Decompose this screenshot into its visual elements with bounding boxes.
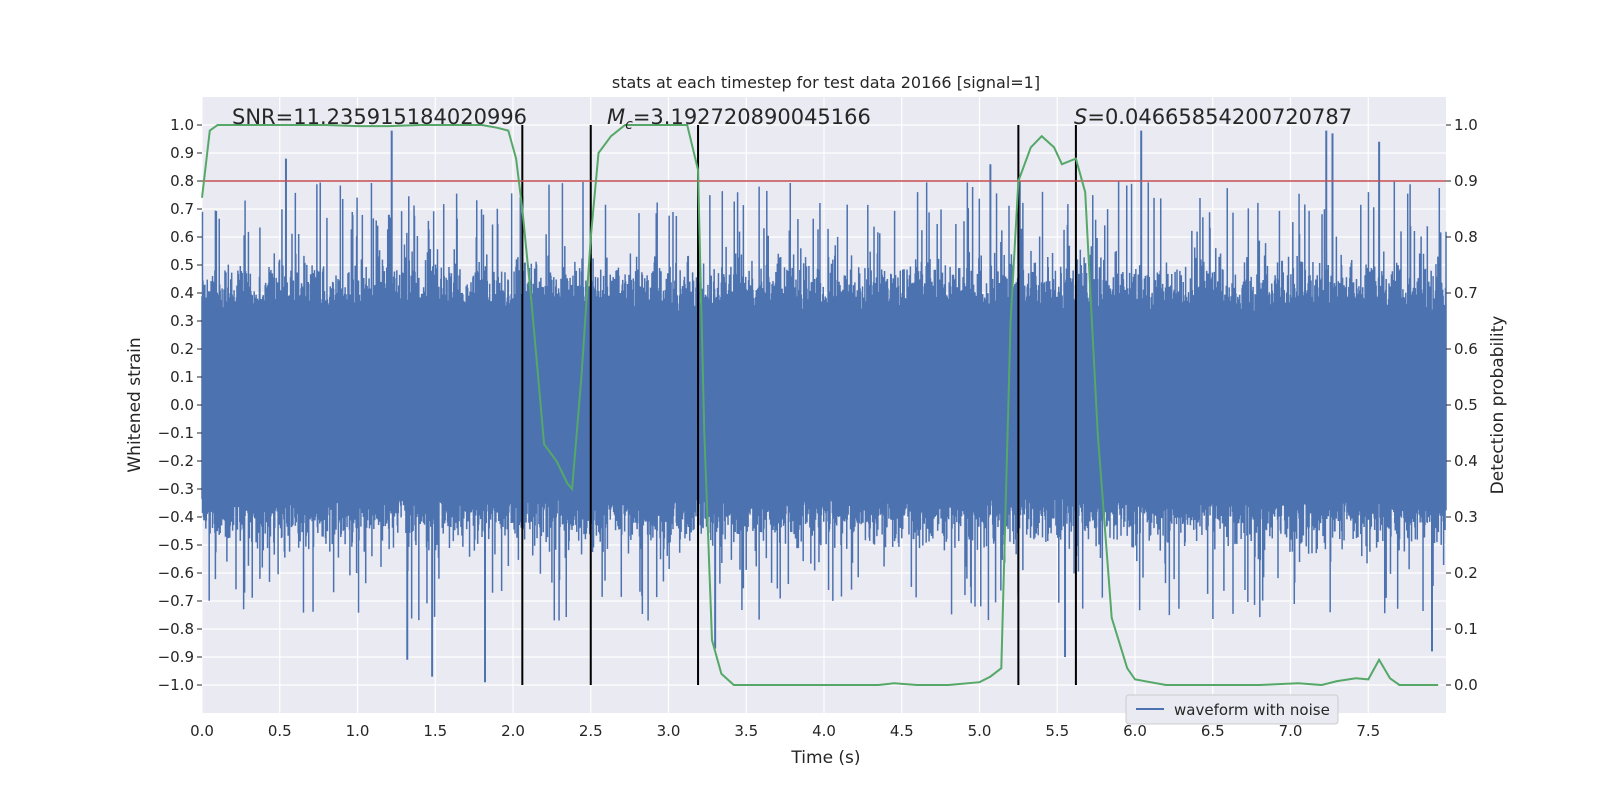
y2-tick-label: 0.5 (1454, 396, 1478, 414)
x-tick-labels: 0.0 0.5 1.0 1.5 2.0 2.5 3.0 3.5 4.0 4.5 5.0 5.5 6.0 6… (190, 722, 1380, 740)
y-tick-label: 0.8 (170, 172, 194, 190)
y2-tick-label: 0.6 (1454, 340, 1478, 358)
chart-title: stats at each timestep for test data 201… (612, 73, 1040, 92)
y-tick-label: 0.7 (170, 200, 194, 218)
y-tick-label: 0.1 (170, 368, 194, 386)
x-tick-label: 7.5 (1356, 722, 1380, 740)
y-tick-label: −0.3 (158, 480, 194, 498)
chirp-mass-symbol: M (607, 105, 625, 129)
x-axis-label: Time (s) (790, 748, 860, 768)
y-tick-label: 1.0 (170, 116, 194, 134)
y-tick-label: 0.2 (170, 340, 194, 358)
y2-tick-label: 0.3 (1454, 508, 1478, 526)
x-tick-label: 2.0 (501, 722, 525, 740)
y-tick-label: −0.7 (158, 592, 194, 610)
y-tick-label: 0.3 (170, 312, 194, 330)
y2-tick-label: 0.0 (1454, 676, 1478, 694)
x-tick-label: 2.5 (579, 722, 603, 740)
y-tick-label: 0.0 (170, 396, 194, 414)
x-tick-label: 6.5 (1201, 722, 1225, 740)
y2-tick-labels: 1.0 0.9 0.8 0.7 0.6 0.5 0.4 0.3 0.2 0.1 0.0 (1446, 116, 1478, 694)
x-tick-label: 3.0 (657, 722, 681, 740)
y-tick-label: −0.1 (158, 424, 194, 442)
x-tick-label: 5.0 (968, 722, 992, 740)
x-tick-label: 6.0 (1123, 722, 1147, 740)
x-tick-label: 1.5 (423, 722, 447, 740)
y-tick-label: 0.9 (170, 144, 194, 162)
y-tick-label: 0.5 (170, 256, 194, 274)
chirp-mass-value: =3.192720890045166 (633, 105, 871, 129)
s-symbol: S (1074, 105, 1087, 129)
y-tick-labels: 1.0 0.9 0.8 0.7 0.6 0.5 0.4 0.3 0.2 0.1 0.0 −0.1 −0.… (158, 116, 202, 694)
y2-tick-label: 0.1 (1454, 620, 1478, 638)
y-tick-label: −0.8 (158, 620, 194, 638)
x-tick-label: 1.0 (346, 722, 370, 740)
legend: waveform with noise (1125, 694, 1339, 725)
y-tick-label: 0.4 (170, 284, 194, 302)
y2-axis-label: Detection probability (1488, 316, 1508, 495)
y2-tick-label: 1.0 (1454, 116, 1478, 134)
y-tick-label: −1.0 (158, 676, 194, 694)
x-tick-label: 7.0 (1279, 722, 1303, 740)
y2-tick-label: 0.4 (1454, 452, 1478, 470)
x-tick-label: 0.0 (190, 722, 214, 740)
x-tick-label: 4.0 (812, 722, 836, 740)
y-tick-label: −0.9 (158, 648, 194, 666)
y2-tick-label: 0.8 (1454, 228, 1478, 246)
x-tick-label: 3.5 (734, 722, 758, 740)
x-tick-label: 5.5 (1045, 722, 1069, 740)
waveform-series (201, 130, 1447, 683)
y-axis-label: Whitened strain (125, 337, 145, 472)
x-tick-label: 4.5 (890, 722, 914, 740)
s-annotation: S=0.04665854200720787 (1074, 105, 1352, 129)
probability-line (201, 124, 1439, 687)
y-tick-label: −0.5 (158, 536, 194, 554)
y2-tick-label: 0.7 (1454, 284, 1478, 302)
y-tick-label: −0.4 (158, 508, 194, 526)
y-tick-label: 0.6 (170, 228, 194, 246)
waveform-trace (201, 181, 1447, 621)
y2-tick-label: 0.2 (1454, 564, 1478, 582)
y-tick-label: −0.2 (158, 452, 194, 470)
s-value: =0.04665854200720787 (1087, 105, 1352, 129)
x-tick-label: 0.5 (268, 722, 292, 740)
legend-box (1125, 694, 1339, 725)
snr-annotation: SNR=11.235915184020996 (232, 105, 527, 129)
chirp-mass-subscript: c (625, 117, 633, 133)
y2-tick-label: 0.9 (1454, 172, 1478, 190)
legend-label: waveform with noise (1174, 701, 1330, 719)
chirp-mass-annotation: Mc=3.192720890045166 (607, 105, 871, 133)
y-tick-label: −0.6 (158, 564, 194, 582)
